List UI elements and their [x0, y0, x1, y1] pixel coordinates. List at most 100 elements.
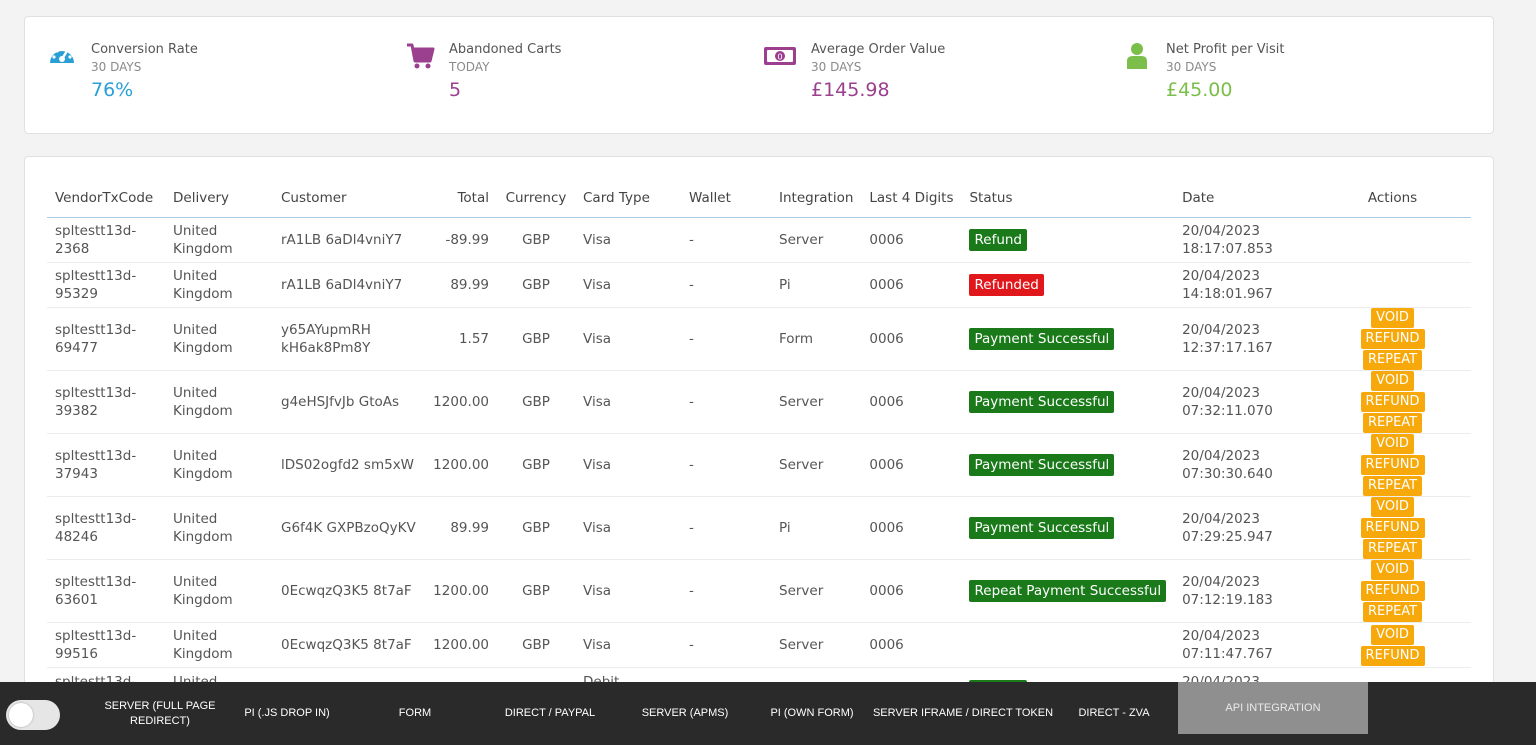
repeat-button[interactable]: REPEAT [1362, 476, 1423, 497]
column-header[interactable]: Delivery [165, 179, 273, 218]
stat-net-profit: Net Profit per Visit 30 DAYS £45.00 [1122, 41, 1284, 103]
date-cell: 20/04/2023 07:11:47.767 [1174, 622, 1315, 669]
delivery-cell-line: United [173, 511, 218, 528]
void-button[interactable]: VOID [1371, 371, 1414, 392]
column-header[interactable]: Last 4 Digits [861, 179, 962, 218]
table-body: spltestt13d- 2368 United Kingdom rA1LB 6aDl4… [47, 217, 1471, 695]
nav-pi-own-form[interactable]: PI (OWN FORM) [760, 682, 864, 745]
repeat-button[interactable]: REPEAT [1362, 602, 1423, 623]
card-type-cell-line: Visa [583, 457, 611, 474]
column-header[interactable]: VendorTxCode [47, 179, 165, 218]
customer-cell-line: rA1LB 6aDl4vniY7 [281, 276, 403, 293]
column-header[interactable]: Date [1174, 179, 1315, 218]
status-badge: Payment Successful [969, 391, 1115, 414]
delivery-cell-line: Kingdom [173, 592, 233, 609]
date-cell: 20/04/2023 12:37:17.167 [1174, 307, 1315, 372]
column-header[interactable]: Wallet [681, 179, 771, 218]
status-cell: Payment Successful [961, 496, 1175, 561]
column-header[interactable]: Total [425, 179, 497, 218]
nav-label: API INTEGRATION [1225, 701, 1321, 714]
nav-server-full-page-redirect[interactable]: SERVER (FULL PAGE REDIRECT) [96, 682, 224, 745]
status-cell [961, 622, 1175, 669]
action-buttons: VOID REFUND REPEAT [1340, 434, 1446, 497]
table-row[interactable]: spltestt13d- 37943 United Kingdom lDS02ogfd2… [47, 433, 1471, 498]
refund-button[interactable]: REFUND [1360, 392, 1425, 413]
actions-cell [1314, 217, 1471, 263]
repeat-button[interactable]: REPEAT [1362, 350, 1423, 371]
void-button[interactable]: VOID [1371, 434, 1414, 455]
table-row[interactable]: spltestt13d- 2368 United Kingdom rA1LB 6aDl4… [47, 217, 1471, 263]
nav-direct-zva[interactable]: DIRECT - ZVA [1068, 682, 1160, 745]
status-cell: Repeat Payment Successful [961, 559, 1175, 624]
delivery-cell-line: United [173, 574, 218, 591]
customer-cell-line: y65AYupmRH [281, 322, 371, 339]
refund-button[interactable]: REFUND [1360, 455, 1425, 476]
stat-value: 76% [91, 79, 134, 101]
table-row[interactable]: spltestt13d- 99516 United Kingdom 0EcwqzQ3K5… [47, 622, 1471, 669]
repeat-button[interactable]: REPEAT [1362, 539, 1423, 560]
column-header[interactable]: Integration [771, 179, 862, 218]
nav-server-iframe-direct-token[interactable]: SERVER IFRAME / DIRECT TOKEN [872, 682, 1054, 745]
integration-cell: Pi [771, 262, 862, 309]
column-header[interactable]: Card Type [575, 179, 681, 218]
date-cell-line: 20/04/2023 [1182, 448, 1260, 465]
delivery-cell-line: United [173, 267, 218, 284]
date-cell-line: 20/04/2023 [1182, 574, 1260, 591]
table-row[interactable]: spltestt13d- 69477 United Kingdom y65AYupmRH… [47, 307, 1471, 372]
void-button[interactable]: VOID [1371, 624, 1414, 645]
column-header[interactable]: Customer [273, 179, 425, 218]
void-button[interactable]: VOID [1371, 308, 1414, 329]
void-button[interactable]: VOID [1371, 497, 1414, 518]
refund-button[interactable]: REFUND [1360, 518, 1425, 539]
date-cell: 20/04/2023 07:30:30.640 [1174, 433, 1315, 498]
refund-button[interactable]: REFUND [1360, 645, 1425, 666]
table-row[interactable]: spltestt13d- 39382 United Kingdom g4eHSJfvJb… [47, 370, 1471, 435]
last4-cell: 0006 [861, 433, 962, 498]
date-cell-line: 20/04/2023 [1182, 628, 1260, 645]
total-cell: 89.99 [425, 262, 497, 309]
refund-button[interactable]: REFUND [1360, 329, 1425, 350]
delivery-cell-line: United [173, 322, 218, 339]
date-cell-line: 07:29:25.947 [1182, 529, 1273, 546]
refund-button[interactable]: REFUND [1360, 581, 1425, 602]
stat-period: 30 DAYS [811, 60, 862, 74]
last4-cell: 0006 [861, 370, 962, 435]
status-badge: Payment Successful [969, 328, 1115, 351]
stat-abandoned-carts: Abandoned Carts TODAY 5 [405, 41, 561, 103]
integration-cell: Server [771, 370, 862, 435]
table-row[interactable]: spltestt13d- 48246 United Kingdom G6f4K GXPB… [47, 496, 1471, 561]
actions-cell: VOID REFUND REPEAT [1314, 370, 1471, 435]
nav-label: DIRECT / PAYPAL [504, 707, 596, 719]
stat-label: Net Profit per Visit [1166, 42, 1285, 57]
void-button[interactable]: VOID [1371, 560, 1414, 581]
total-cell: 1200.00 [425, 370, 497, 435]
table-row[interactable]: spltestt13d- 63601 United Kingdom 0EcwqzQ3K5… [47, 559, 1471, 624]
cart-icon [405, 41, 435, 71]
nav-direct-paypal[interactable]: DIRECT / PAYPAL [490, 682, 610, 745]
card-type-cell-line: Visa [583, 231, 611, 248]
integration-cell: Server [771, 559, 862, 624]
column-header[interactable]: Currency [497, 179, 575, 218]
toggle-switch[interactable] [6, 700, 60, 730]
date-cell-line: 07:11:47.767 [1182, 646, 1273, 663]
vendor-tx-code-line: 95329 [55, 285, 98, 302]
delivery-cell-line: United [173, 628, 218, 645]
currency-cell: GBP [497, 262, 575, 309]
customer-cell-line: G6f4K GXPBzoQyKV [281, 520, 416, 537]
nav-api-integration[interactable]: API INTEGRATION [1178, 682, 1368, 734]
nav-server-apms[interactable]: SERVER (APMS) [630, 682, 740, 745]
nav-form[interactable]: FORM [370, 682, 460, 745]
action-buttons: VOID REFUND [1340, 624, 1446, 666]
repeat-button[interactable]: REPEAT [1362, 413, 1423, 434]
toggle-knob [9, 703, 33, 727]
column-header[interactable]: Status [961, 179, 1175, 218]
card-type-cell-line: Visa [583, 520, 611, 537]
status-badge: Refunded [969, 273, 1044, 296]
card-type-cell-line: Visa [583, 583, 611, 600]
table-row[interactable]: spltestt13d- 95329 United Kingdom rA1LB 6aDl… [47, 262, 1471, 309]
nav-pi-js-drop-in[interactable]: PI (.JS DROP IN) [230, 682, 344, 745]
customer-cell-line: g4eHSJfvJb GtoAs [281, 394, 400, 411]
currency-cell: GBP [497, 622, 575, 669]
